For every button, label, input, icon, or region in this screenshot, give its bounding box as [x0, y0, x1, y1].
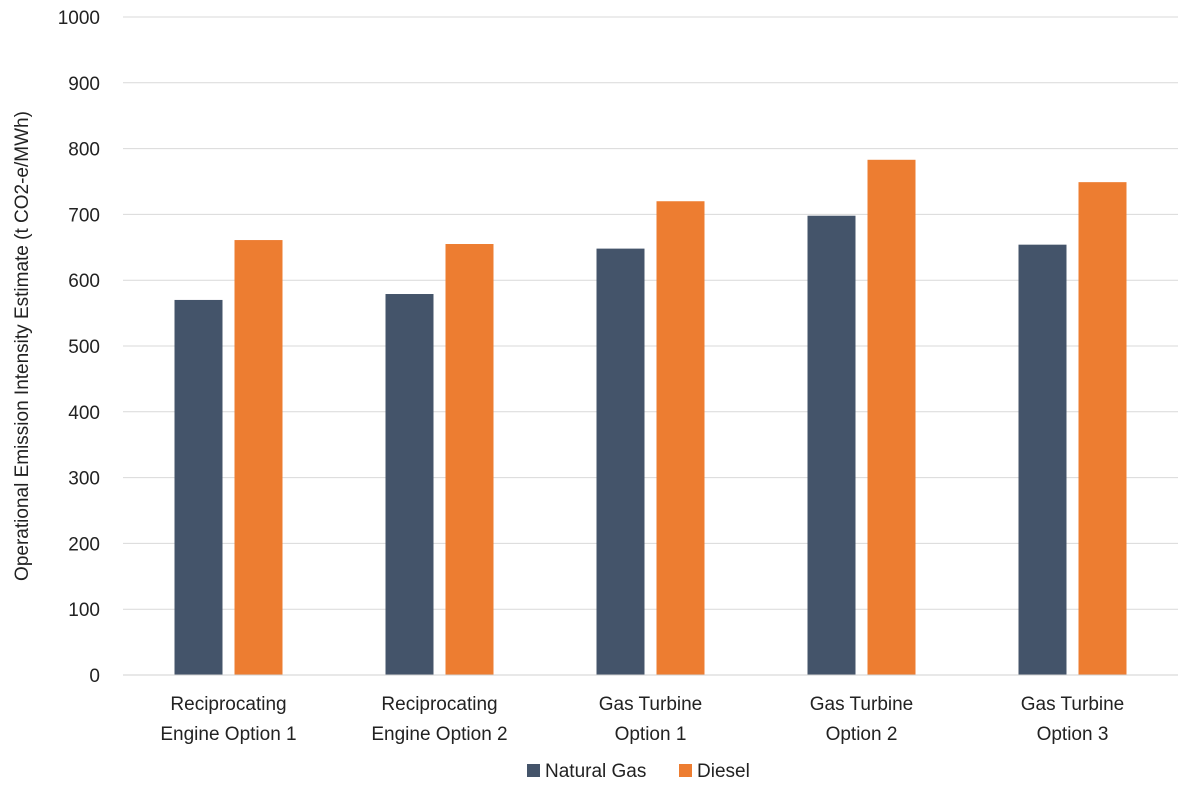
bar-diesel [867, 159, 916, 675]
category-label: Engine Option 1 [160, 724, 296, 745]
bar-diesel [445, 244, 494, 675]
bar-diesel [234, 240, 283, 675]
y-tick-label: 700 [68, 205, 100, 226]
bar-natural-gas [807, 215, 856, 675]
y-axis-title: Operational Emission Intensity Estimate … [12, 111, 33, 581]
gridlines [123, 16, 1178, 610]
bar-diesel [656, 201, 705, 676]
y-tick-label: 200 [68, 534, 100, 555]
category-label: Gas Turbine [599, 694, 703, 715]
y-axis-ticks: 0 100 200 300 400 500 600 700 800 900 1000 [58, 8, 100, 687]
category-label: Reciprocating [381, 694, 497, 715]
x-axis-categories: Reciprocating Engine Option 1 Reciprocatin… [160, 694, 1124, 745]
y-tick-label: 800 [68, 140, 100, 161]
category-label: Option 1 [615, 724, 687, 745]
bar-natural-gas [1018, 244, 1067, 675]
y-tick-label: 0 [89, 666, 100, 687]
category-label: Option 3 [1037, 724, 1109, 745]
y-tick-label: 600 [68, 271, 100, 292]
y-tick-label: 100 [68, 600, 100, 621]
y-tick-label: 500 [68, 337, 100, 358]
bar-natural-gas [596, 248, 645, 675]
bar-diesel [1078, 182, 1127, 675]
legend-swatch-diesel [679, 764, 692, 777]
y-tick-label: 1000 [58, 8, 100, 29]
y-tick-label: 900 [68, 74, 100, 95]
bar-natural-gas [385, 294, 434, 675]
y-tick-label: 300 [68, 469, 100, 490]
category-label: Reciprocating [170, 694, 286, 715]
category-label: Option 2 [826, 724, 898, 745]
bars [174, 159, 1127, 676]
legend: Natural Gas Diesel [527, 761, 750, 782]
y-tick-label: 400 [68, 403, 100, 424]
category-label: Gas Turbine [810, 694, 914, 715]
category-label: Engine Option 2 [371, 724, 507, 745]
legend-label: Diesel [697, 761, 750, 782]
legend-swatch-natural-gas [527, 764, 540, 777]
category-label: Gas Turbine [1021, 694, 1125, 715]
bar-natural-gas [174, 299, 223, 675]
legend-label: Natural Gas [545, 761, 646, 782]
